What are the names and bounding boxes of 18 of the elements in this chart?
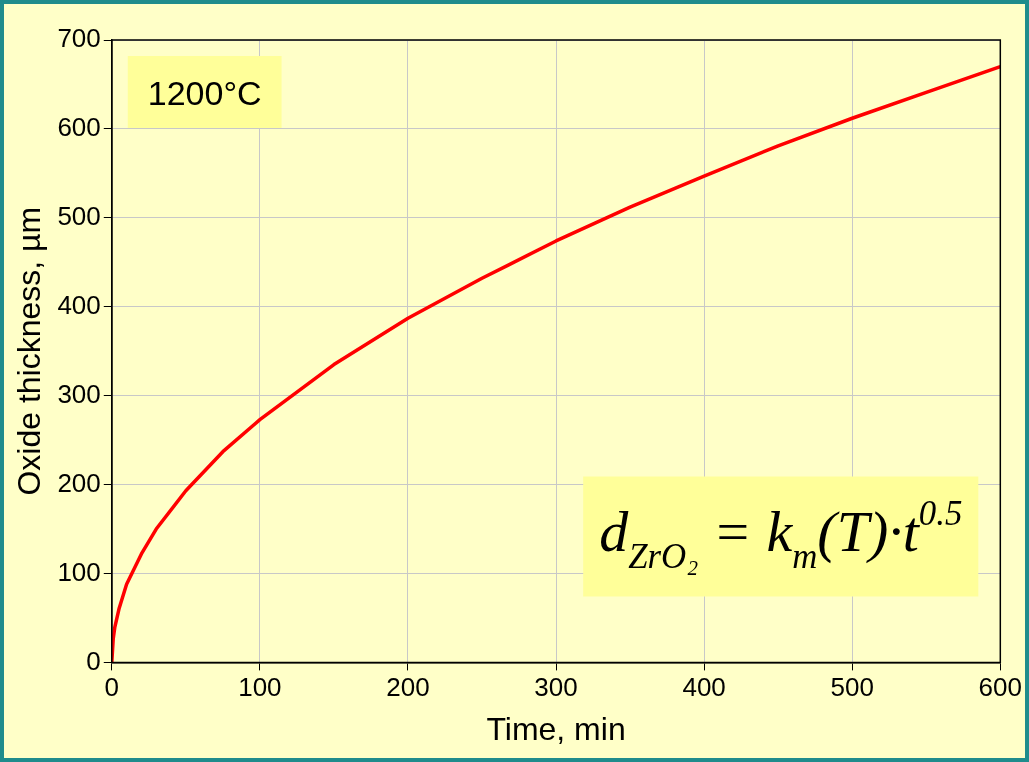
y-tick-label: 0 [86,645,101,676]
annotation: 1200°C [147,73,262,112]
y-tick-label: 700 [57,23,101,54]
y-axis-title: Oxide thickness, µm [11,206,48,496]
y-tick-label: 200 [57,467,101,498]
x-tick-label: 300 [534,672,578,703]
x-tick-label: 0 [104,672,120,703]
x-tick-label: 400 [682,672,726,703]
x-tick-label: 100 [238,672,282,703]
y-tick-label: 500 [57,201,101,231]
y-tick-label: 300 [57,378,101,409]
x-tick-label: 500 [830,672,874,703]
x-tick-label: 200 [386,672,430,703]
y-tick-label: 400 [57,289,101,320]
x-tick-label: 600 [978,672,1023,703]
y-tick-label: 100 [57,556,101,587]
y-tick-label: 600 [57,112,101,143]
x-axis-title: Time, min [486,710,626,747]
